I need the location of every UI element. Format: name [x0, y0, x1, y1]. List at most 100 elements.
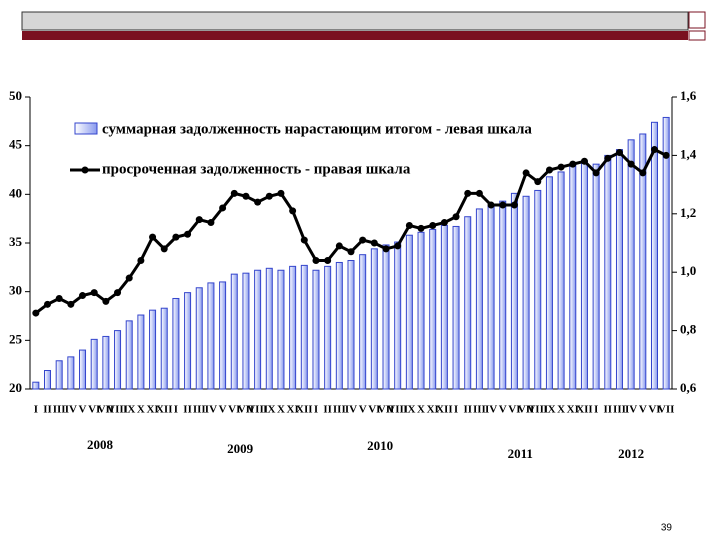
y2-tick-label: 1,4: [680, 146, 697, 161]
line-marker: [55, 294, 63, 302]
x-tick-label: II: [43, 404, 52, 416]
x-tick-label: VI: [508, 404, 520, 416]
bar: [125, 320, 133, 390]
legend-swatch: [74, 122, 98, 135]
bar: [160, 307, 168, 390]
line-marker: [534, 178, 542, 186]
x-tick-label: VIII: [527, 404, 548, 416]
line-marker: [382, 245, 390, 253]
line-marker: [114, 289, 122, 297]
line-marker: [172, 233, 180, 241]
bar: [32, 381, 40, 390]
x-tick-label: II: [183, 404, 192, 416]
line-marker: [662, 151, 670, 159]
y-tick-label: 25: [9, 331, 23, 346]
x-tick-label: V: [359, 404, 367, 416]
x-tick-label: IX: [403, 404, 415, 416]
line-marker: [44, 300, 52, 308]
line-marker: [67, 300, 75, 308]
line-marker: [184, 230, 192, 238]
x-tick-label: IV: [65, 404, 77, 416]
x-tick-label: IV: [625, 404, 637, 416]
x-tick-label: XII: [296, 404, 313, 416]
header-bar: [21, 11, 689, 31]
x-tick-label: VI: [368, 404, 380, 416]
y2-tick-label: 1,6: [680, 88, 697, 103]
y-tick-label: 30: [9, 283, 22, 298]
bar: [172, 297, 180, 390]
y-tick-label: 45: [9, 137, 23, 152]
header-square: [688, 30, 706, 41]
bar: [464, 216, 472, 390]
line-marker: [627, 160, 635, 168]
line-marker: [195, 216, 203, 224]
line-marker: [219, 204, 227, 212]
line-marker: [289, 207, 297, 215]
x-tick-label: X: [137, 404, 145, 416]
bar: [487, 205, 495, 390]
bar: [405, 234, 413, 390]
bar: [44, 370, 52, 390]
x-tick-label: XI: [427, 404, 439, 416]
line-marker: [265, 192, 273, 200]
y-tick-label: 40: [9, 185, 22, 200]
bar: [382, 244, 390, 390]
x-tick-label: VII: [658, 404, 675, 416]
bar: [522, 195, 530, 390]
x-tick-label: VII: [98, 404, 115, 416]
x-tick-label: I: [454, 404, 458, 416]
x-tick-label: XII: [436, 404, 453, 416]
x-tick-label: III: [613, 404, 626, 416]
bar: [277, 269, 285, 390]
legend-marker: [81, 166, 89, 174]
line-marker: [615, 148, 623, 156]
bar: [639, 133, 647, 390]
legend-label: просроченная задолженность - правая шкал…: [102, 161, 411, 177]
y-tick-label: 50: [9, 88, 22, 103]
bar: [662, 116, 670, 390]
header-square: [688, 11, 706, 29]
line-marker: [569, 160, 577, 168]
y-tick-label: 20: [9, 380, 22, 395]
x-tick-label: X: [277, 404, 285, 416]
line-marker: [487, 201, 495, 209]
bar: [359, 254, 367, 390]
y2-tick-label: 0,6: [680, 380, 697, 395]
bar: [604, 154, 612, 390]
line-marker: [254, 198, 262, 206]
bar: [545, 176, 553, 390]
line-marker: [604, 154, 612, 162]
x-tick-label: X: [557, 404, 565, 416]
bar: [219, 281, 227, 390]
line-marker: [429, 221, 437, 229]
x-tick-label: IV: [345, 404, 357, 416]
bar: [312, 269, 320, 390]
x-tick-label: I: [314, 404, 318, 416]
line-marker: [557, 163, 565, 171]
bar: [475, 208, 483, 390]
x-tick-label: V: [79, 404, 87, 416]
bar: [195, 287, 203, 390]
line-marker: [312, 257, 320, 265]
x-tick-label: VII: [378, 404, 395, 416]
line-marker: [32, 309, 40, 317]
x-tick-label: XI: [287, 404, 299, 416]
line-marker: [324, 257, 332, 265]
x-tick-label: VI: [88, 404, 100, 416]
bar: [627, 139, 635, 390]
bar: [417, 231, 425, 390]
bar: [347, 260, 355, 390]
line-marker: [650, 146, 658, 154]
x-tick-label: XI: [567, 404, 579, 416]
x-tick-label: III: [193, 404, 206, 416]
line-marker: [499, 201, 507, 209]
line-marker: [90, 289, 98, 297]
bar: [90, 338, 98, 390]
bar: [335, 261, 343, 390]
x-tick-label: IX: [263, 404, 275, 416]
line-marker: [125, 274, 133, 282]
y2-tick-label: 1,0: [680, 263, 696, 278]
line-marker: [149, 233, 157, 241]
